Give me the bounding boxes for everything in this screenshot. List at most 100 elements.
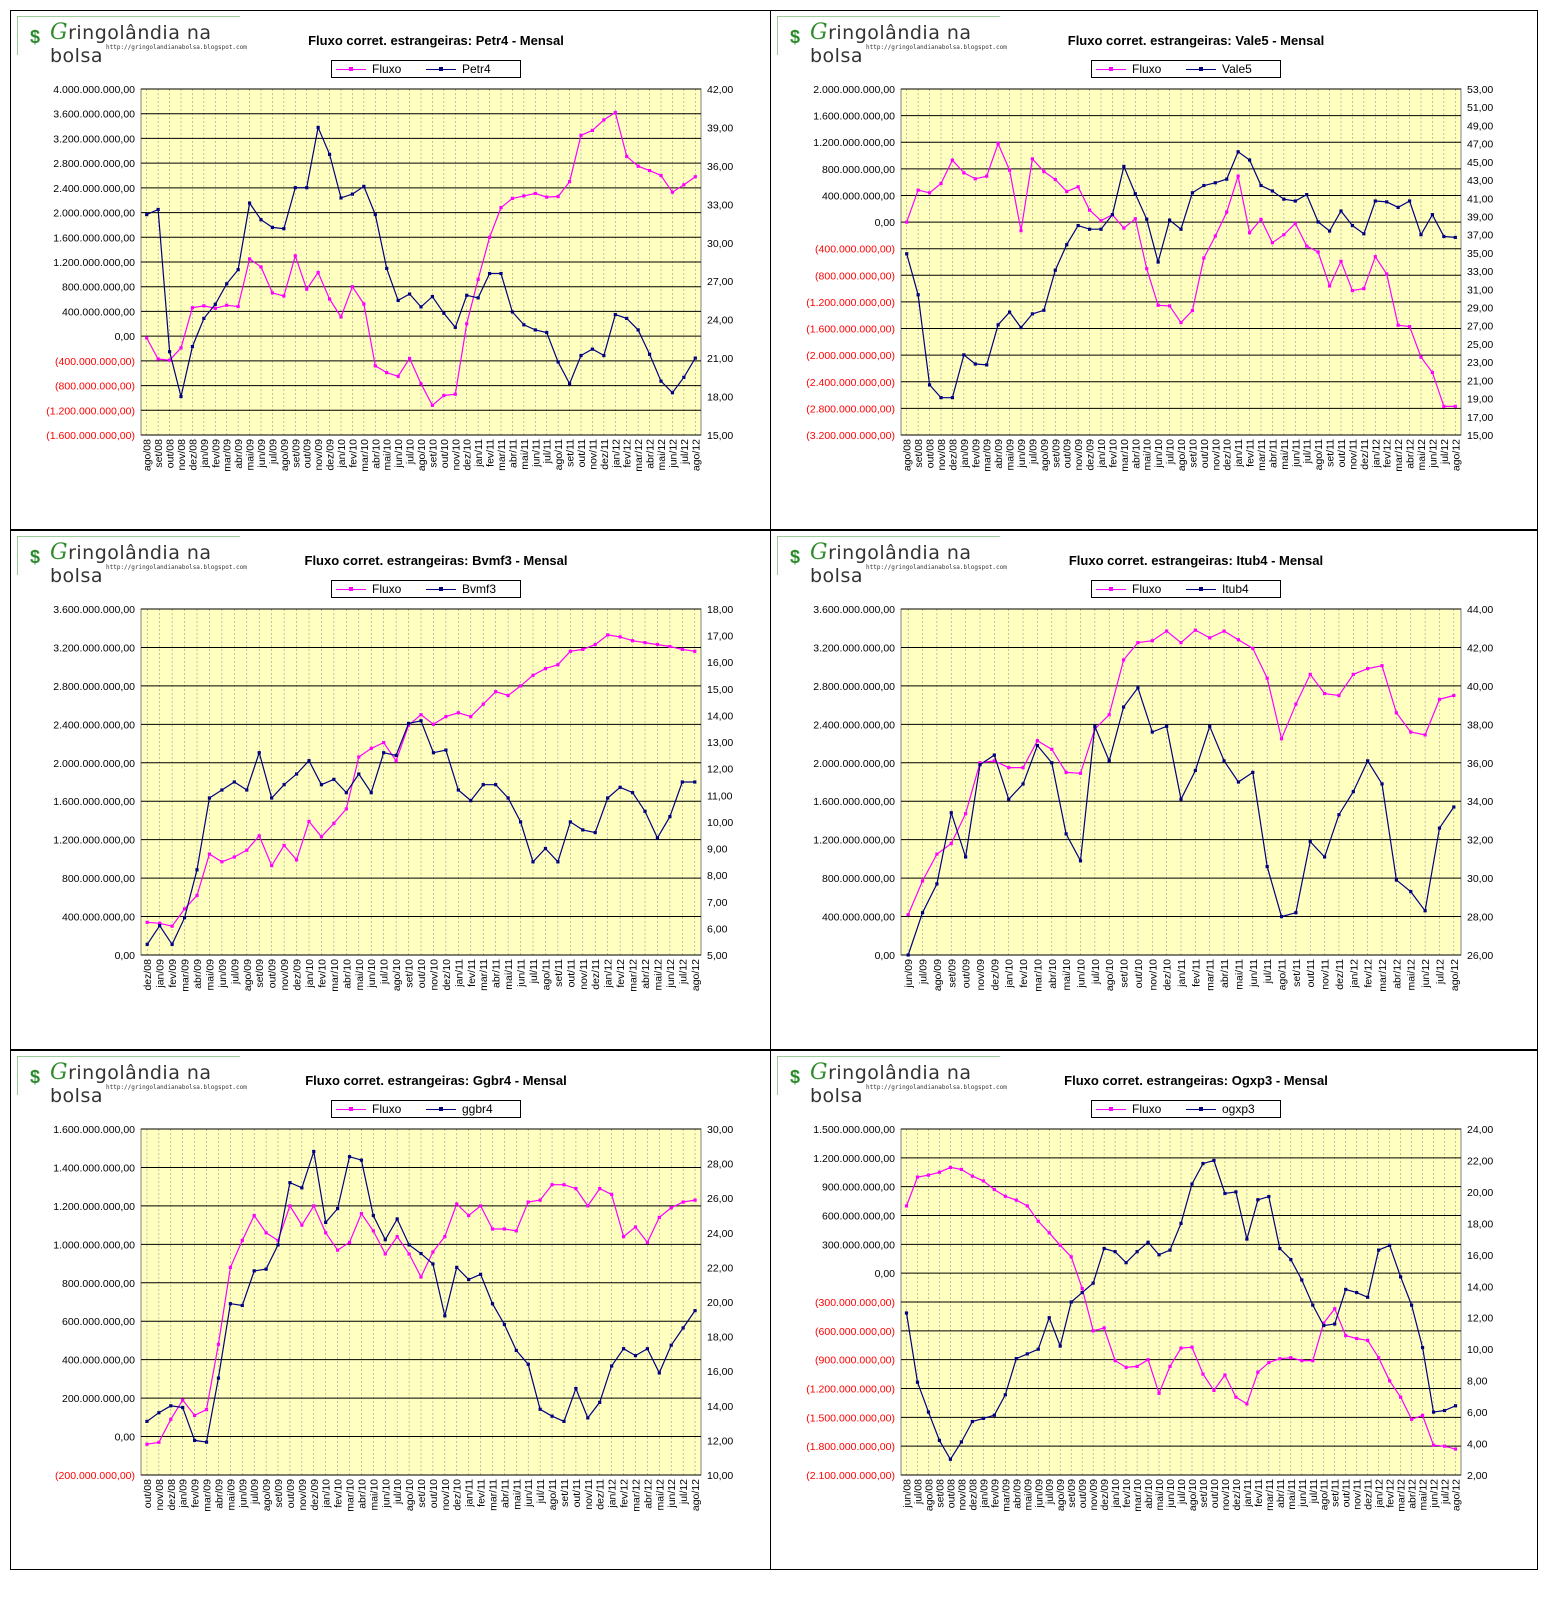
data-point — [926, 1173, 931, 1177]
data-point — [156, 207, 160, 212]
data-point — [339, 196, 343, 200]
data-point — [1380, 664, 1384, 668]
x-tick-label: dez/09 — [1099, 1479, 1111, 1511]
data-point — [1366, 1295, 1370, 1299]
data-point — [204, 1408, 209, 1412]
data-point — [419, 1251, 423, 1256]
y-left-tick-label: 800.000.000,00 — [822, 873, 895, 885]
data-point — [293, 254, 297, 258]
data-point — [1102, 1246, 1106, 1251]
legend-label: Vale5 — [1222, 62, 1252, 76]
data-point — [613, 312, 617, 317]
dollar-leaf-icon: $ — [30, 1067, 41, 1087]
data-point — [305, 186, 309, 190]
x-tick-label: set/08 — [913, 439, 925, 468]
data-point — [518, 820, 523, 824]
y-right-tick-label: 44,00 — [1467, 604, 1493, 616]
x-tick-label: mar/11 — [1264, 1479, 1276, 1511]
data-point — [220, 788, 224, 792]
x-tick-label: abr/11 — [1267, 439, 1279, 468]
data-point — [1124, 1365, 1128, 1369]
x-tick-label: mai/12 — [654, 1479, 666, 1511]
x-tick-label: set/10 — [1198, 1479, 1210, 1508]
x-tick-label: ago/09 — [242, 959, 254, 991]
x-tick-label: jan/12 — [1348, 959, 1360, 989]
data-point — [382, 740, 386, 745]
y-right-tick-label: 29,00 — [1467, 303, 1493, 315]
data-point — [282, 294, 286, 298]
x-tick-label: abr/09 — [1011, 1479, 1023, 1509]
data-point — [335, 1206, 340, 1211]
data-point — [145, 942, 149, 946]
legend-marker — [439, 67, 443, 71]
data-point — [213, 306, 217, 310]
data-point — [1322, 1323, 1326, 1328]
y-right-tick-label: 20,00 — [707, 1297, 733, 1309]
data-point — [1452, 693, 1456, 698]
data-point — [533, 328, 537, 332]
x-tick-label: fev/11 — [466, 959, 478, 987]
y-left-tick-label: 2.400.000.000,00 — [53, 183, 135, 195]
data-point — [531, 860, 535, 864]
data-point — [327, 297, 332, 301]
x-tick-label: nov/10 — [1147, 959, 1159, 991]
data-point — [1099, 219, 1103, 223]
logo-rest: ringolândia na bolsa — [50, 22, 212, 67]
data-point — [1179, 1221, 1183, 1225]
x-tick-label: abr/11 — [1275, 1479, 1287, 1508]
dollar-leaf-icon: $ — [790, 1067, 801, 1087]
data-point — [556, 194, 560, 199]
data-point — [1212, 1388, 1216, 1393]
chart-legend: Fluxo Bvmf3 — [331, 580, 521, 598]
data-point — [1419, 233, 1423, 237]
data-point — [937, 1170, 942, 1174]
data-point — [659, 173, 663, 178]
data-point — [545, 330, 549, 335]
x-tick-label: mai/12 — [656, 439, 668, 471]
data-point — [228, 1265, 232, 1269]
data-point — [181, 1398, 185, 1402]
x-tick-label: dez/09 — [292, 959, 304, 991]
data-point — [456, 711, 460, 715]
y-left-tick-label: 800.000.000,00 — [62, 282, 135, 294]
y-left-tick-label: 800.000.000,00 — [822, 164, 895, 176]
y-left-tick-label: 1.600.000.000,00 — [53, 796, 135, 808]
chart-legend: Fluxo Itub4 — [1091, 580, 1281, 598]
data-point — [964, 855, 968, 859]
x-tick-label: jun/11 — [1290, 439, 1302, 468]
y-left-tick-label: 1.200.000.000,00 — [813, 137, 895, 149]
data-point — [1053, 268, 1057, 272]
y-right-tick-label: 26,00 — [1467, 950, 1493, 962]
data-point — [158, 921, 162, 925]
data-point — [645, 1240, 649, 1245]
data-point — [1396, 323, 1400, 327]
x-tick-label: abr/12 — [645, 439, 657, 469]
chart-panel: $ Gringolândia na bolsa http://gringolandi… — [10, 1050, 778, 1570]
x-tick-label: ago/08 — [902, 439, 914, 471]
data-point — [357, 755, 361, 759]
y-right-tick-label: 30,00 — [1467, 873, 1493, 885]
data-point — [1135, 1250, 1139, 1254]
data-point — [1259, 183, 1263, 188]
data-point — [232, 780, 236, 784]
data-point — [276, 1243, 280, 1247]
data-point — [1050, 747, 1054, 751]
data-point — [1409, 1303, 1414, 1307]
y-left-tick-label: 900.000.000,00 — [822, 1182, 895, 1194]
site-logo: $ Gringolândia na bolsa http://gringolandi… — [777, 1056, 1007, 1107]
data-point — [494, 690, 498, 694]
data-point — [1133, 217, 1137, 221]
data-point — [1366, 759, 1370, 763]
data-point — [444, 715, 448, 719]
data-point — [920, 911, 925, 915]
data-point — [959, 1167, 963, 1171]
data-point — [586, 1204, 590, 1208]
data-point — [373, 364, 377, 368]
chart-legend: Fluxo ggbr4 — [331, 1100, 521, 1118]
data-point — [167, 358, 172, 362]
data-point — [618, 635, 622, 639]
data-point — [157, 1440, 161, 1444]
y-right-tick-label: 43,00 — [1467, 175, 1493, 187]
data-point — [950, 158, 955, 162]
data-point — [1136, 641, 1140, 645]
